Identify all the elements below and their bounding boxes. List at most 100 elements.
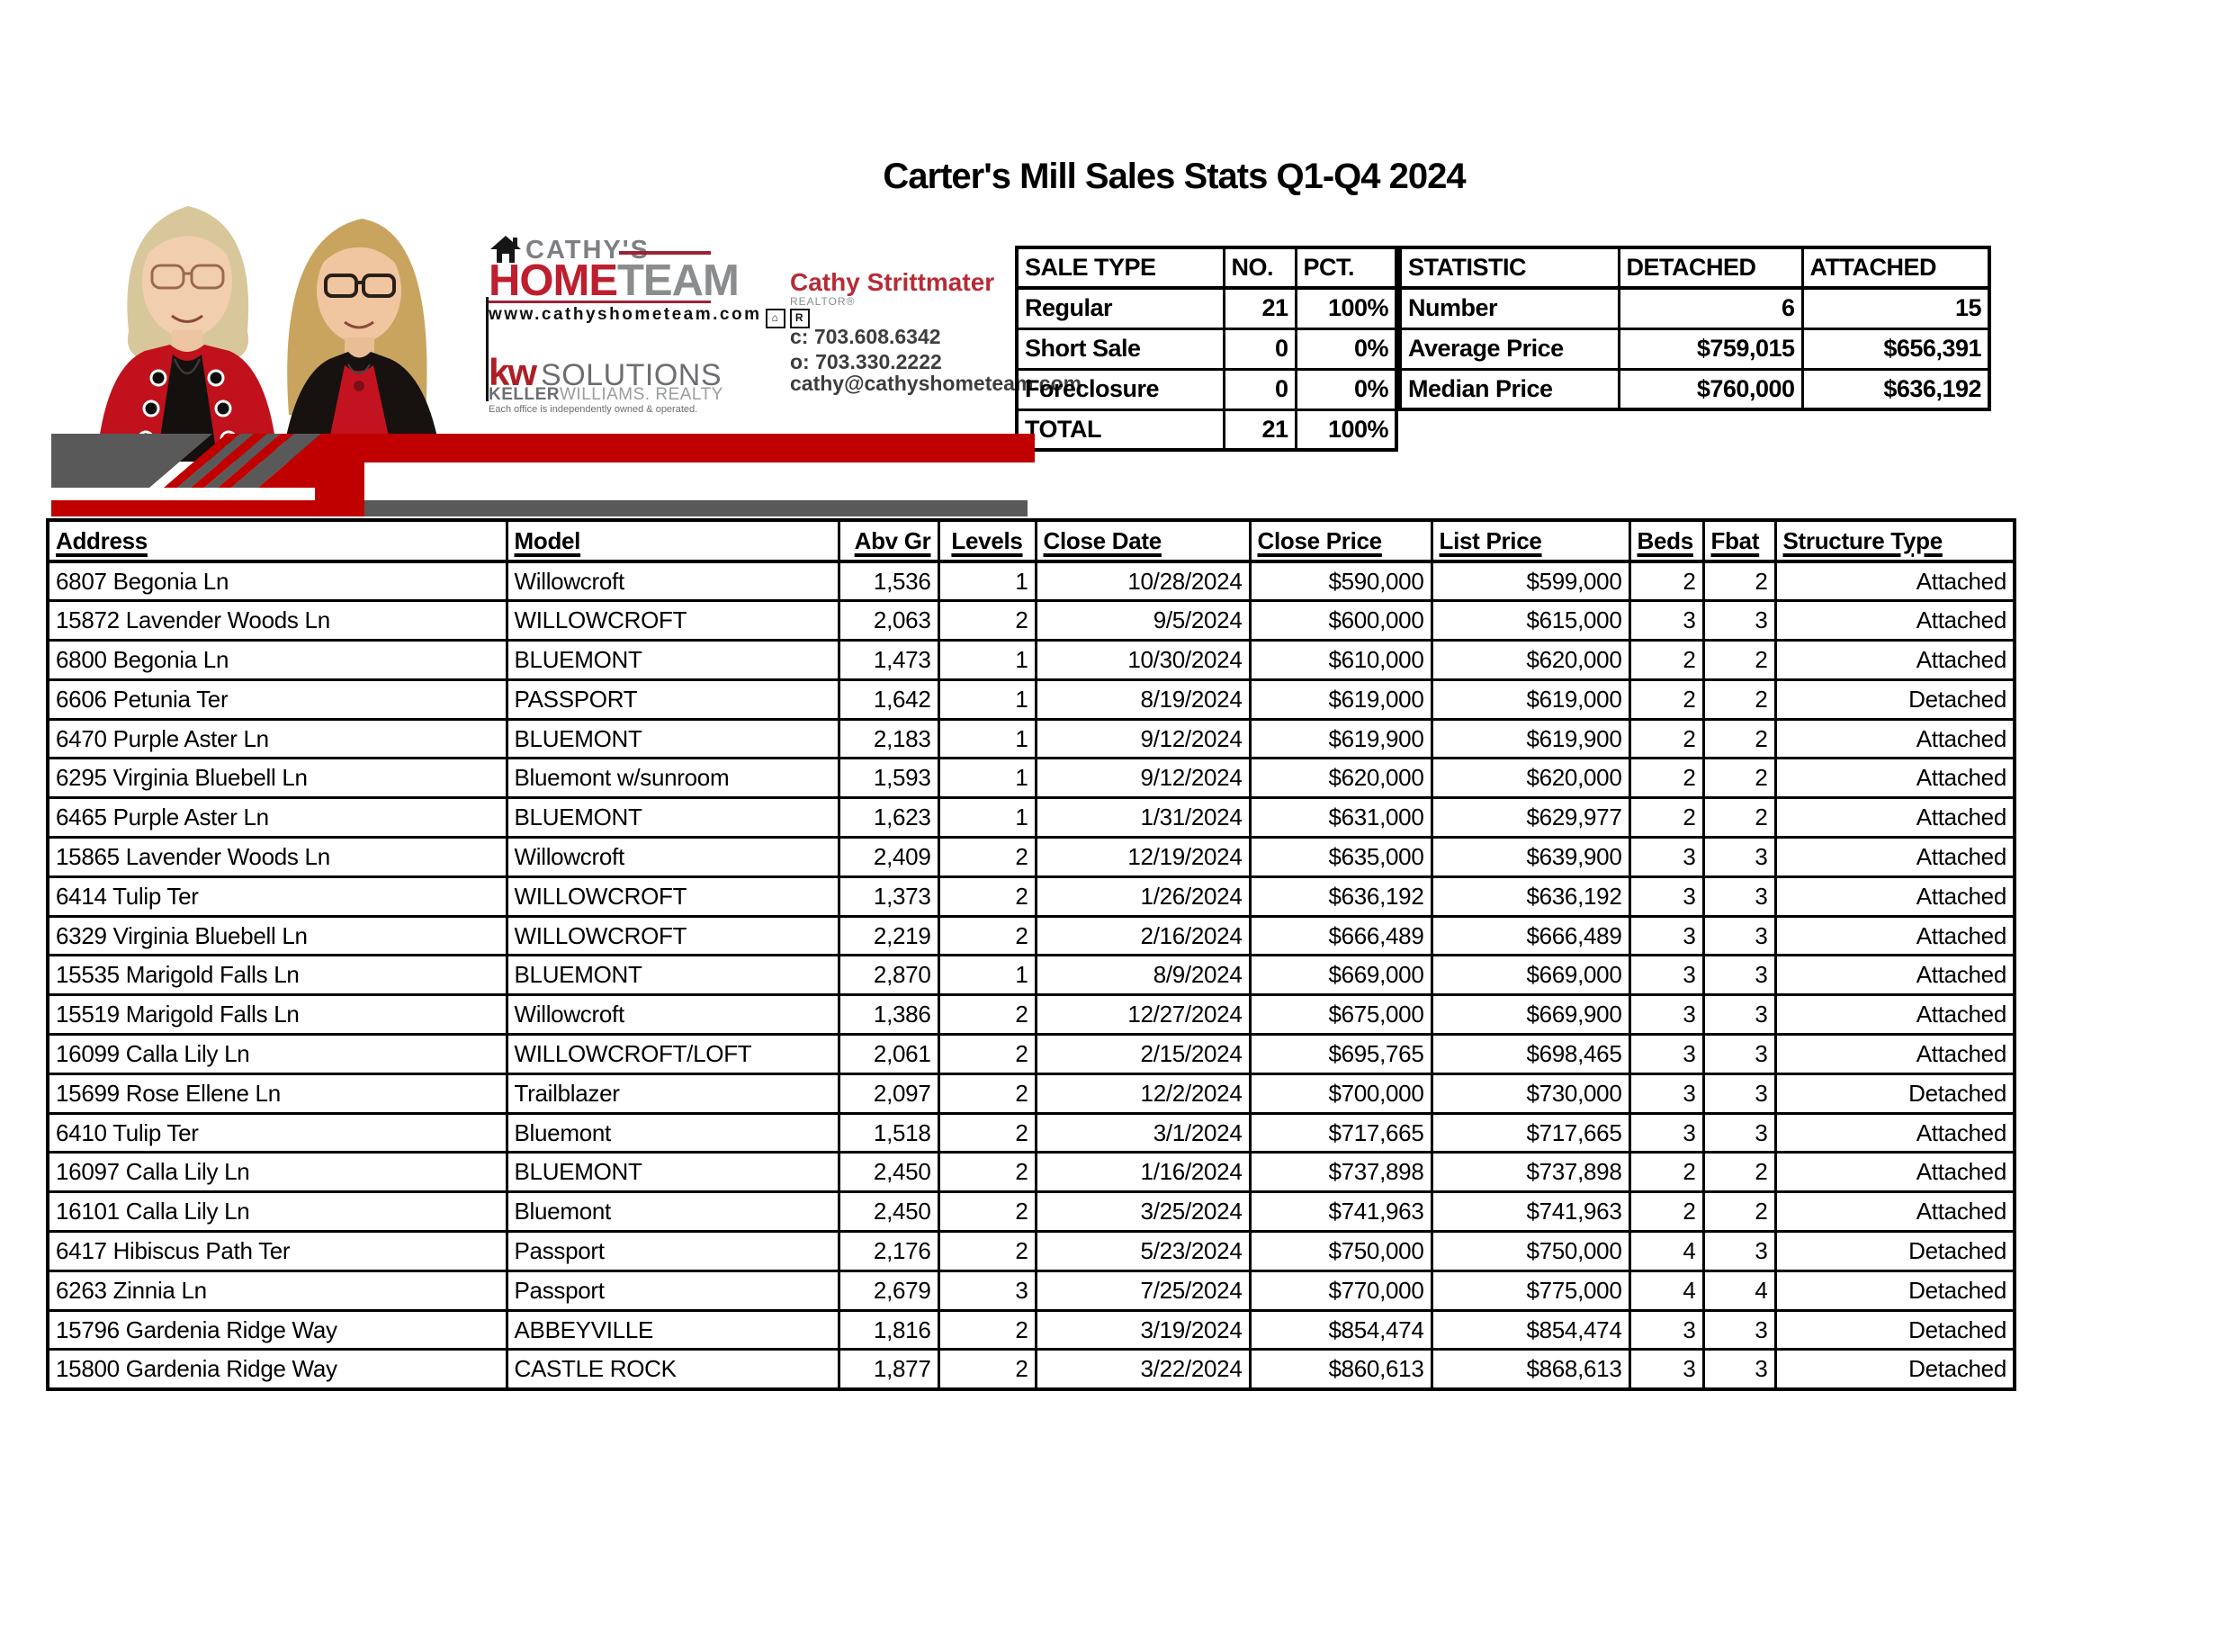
table-cell[interactable]: 2 bbox=[1628, 560, 1705, 603]
table-cell[interactable]: $750,000 bbox=[1430, 1230, 1631, 1272]
table-cell[interactable]: 3 bbox=[937, 1269, 1037, 1312]
table-cell[interactable]: Attached bbox=[1773, 560, 2016, 603]
table-cell[interactable]: $610,000 bbox=[1248, 639, 1433, 681]
table-cell[interactable]: 2,450 bbox=[837, 1151, 940, 1194]
table-cell[interactable]: 1 bbox=[937, 678, 1037, 721]
table-cell[interactable]: 2,679 bbox=[837, 1269, 940, 1312]
column-header-list-price[interactable]: List Price bbox=[1430, 518, 1631, 563]
table-cell[interactable]: Attached bbox=[1773, 796, 2016, 839]
table-cell[interactable]: 2 bbox=[1628, 757, 1705, 800]
table-cell[interactable]: Detached bbox=[1773, 678, 2016, 721]
column-header-beds[interactable]: Beds bbox=[1628, 518, 1705, 563]
table-cell[interactable]: $750,000 bbox=[1248, 1230, 1433, 1272]
table-cell[interactable]: 3 bbox=[1628, 875, 1705, 918]
table-cell[interactable]: 0% bbox=[1294, 327, 1398, 371]
table-cell[interactable]: Attached bbox=[1773, 954, 2016, 997]
table-cell[interactable]: Short Sale bbox=[1015, 327, 1225, 371]
table-cell[interactable]: Median Price bbox=[1398, 367, 1620, 411]
table-cell[interactable]: 3/19/2024 bbox=[1034, 1308, 1252, 1351]
table-cell[interactable]: 3 bbox=[1701, 914, 1777, 957]
table-cell[interactable]: 3 bbox=[1701, 599, 1777, 642]
table-cell[interactable]: Attached bbox=[1773, 757, 2016, 800]
table-cell[interactable]: 2 bbox=[1628, 796, 1705, 839]
table-cell[interactable]: Bluemont bbox=[505, 1190, 840, 1234]
table-cell[interactable]: 2 bbox=[937, 1308, 1037, 1351]
table-cell[interactable]: 2,450 bbox=[837, 1190, 940, 1234]
table-cell[interactable]: $620,000 bbox=[1430, 639, 1631, 681]
table-cell[interactable]: $619,900 bbox=[1248, 717, 1433, 760]
table-cell[interactable]: 6410 Tulip Ter bbox=[46, 1111, 508, 1154]
table-cell[interactable]: $860,613 bbox=[1248, 1348, 1433, 1391]
table-cell[interactable]: $620,000 bbox=[1248, 757, 1433, 800]
column-header-structure-type[interactable]: Structure Type bbox=[1773, 518, 2016, 563]
table-cell[interactable]: 15872 Lavender Woods Ln bbox=[46, 599, 508, 642]
table-cell[interactable]: $698,465 bbox=[1430, 1033, 1631, 1075]
table-cell[interactable]: 2 bbox=[1701, 796, 1777, 839]
table-cell[interactable]: 2 bbox=[1701, 639, 1777, 681]
table-cell[interactable]: 1,593 bbox=[837, 757, 940, 800]
table-cell[interactable]: PASSPORT bbox=[505, 678, 840, 721]
table-cell[interactable]: $599,000 bbox=[1430, 560, 1631, 603]
table-cell[interactable]: $666,489 bbox=[1430, 914, 1631, 957]
table-cell[interactable]: 2 bbox=[937, 1190, 1037, 1234]
table-cell[interactable]: 100% bbox=[1294, 408, 1398, 452]
table-cell[interactable]: 2,061 bbox=[837, 1033, 940, 1075]
table-cell[interactable]: 1,373 bbox=[837, 875, 940, 918]
table-cell[interactable]: 1/26/2024 bbox=[1034, 875, 1252, 918]
table-cell[interactable]: 15535 Marigold Falls Ln bbox=[46, 954, 508, 997]
table-cell[interactable]: $695,765 bbox=[1248, 1033, 1433, 1075]
table-cell[interactable]: 2/16/2024 bbox=[1034, 914, 1252, 957]
table-cell[interactable]: $629,977 bbox=[1430, 796, 1631, 839]
table-cell[interactable]: 2,183 bbox=[837, 717, 940, 760]
table-cell[interactable]: 2,176 bbox=[837, 1230, 940, 1272]
column-header-abv-gr[interactable]: Abv Gr bbox=[837, 518, 940, 563]
table-cell[interactable]: $600,000 bbox=[1248, 599, 1433, 642]
table-cell[interactable]: 2,097 bbox=[837, 1072, 940, 1115]
table-cell[interactable]: Attached bbox=[1773, 875, 2016, 918]
table-cell[interactable]: 15519 Marigold Falls Ln bbox=[46, 993, 508, 1037]
table-cell[interactable]: 2 bbox=[1628, 1151, 1705, 1194]
table-cell[interactable]: 15865 Lavender Woods Ln bbox=[46, 836, 508, 878]
table-cell[interactable]: BLUEMONT bbox=[505, 954, 840, 997]
table-cell[interactable]: 6606 Petunia Ter bbox=[46, 678, 508, 721]
table-cell[interactable]: 6417 Hibiscus Path Ter bbox=[46, 1230, 508, 1272]
table-cell[interactable]: 1,877 bbox=[837, 1348, 940, 1391]
table-cell[interactable]: 4 bbox=[1701, 1269, 1777, 1312]
table-cell[interactable]: CASTLE ROCK bbox=[505, 1348, 840, 1391]
table-cell[interactable]: 2,063 bbox=[837, 599, 940, 642]
table-cell[interactable]: $854,474 bbox=[1248, 1308, 1433, 1351]
table-cell[interactable]: 0 bbox=[1222, 327, 1297, 371]
table-cell[interactable]: 1 bbox=[937, 717, 1037, 760]
table-cell[interactable]: 3/22/2024 bbox=[1034, 1348, 1252, 1391]
column-header-levels[interactable]: Levels bbox=[937, 518, 1037, 563]
table-cell[interactable]: 3 bbox=[1701, 954, 1777, 997]
table-cell[interactable]: 16099 Calla Lily Ln bbox=[46, 1033, 508, 1075]
column-header[interactable]: ATTACHED bbox=[1800, 246, 1991, 290]
column-header[interactable]: PCT. bbox=[1294, 246, 1398, 290]
table-cell[interactable]: $737,898 bbox=[1430, 1151, 1631, 1194]
table-cell[interactable]: TOTAL bbox=[1015, 408, 1225, 452]
table-cell[interactable]: Bluemont w/sunroom bbox=[505, 757, 840, 800]
table-cell[interactable]: 3 bbox=[1701, 1033, 1777, 1075]
table-cell[interactable]: 2 bbox=[1701, 1151, 1777, 1194]
table-cell[interactable]: 3 bbox=[1628, 1033, 1705, 1075]
table-cell[interactable]: 10/28/2024 bbox=[1034, 560, 1252, 603]
table-cell[interactable]: 9/12/2024 bbox=[1034, 757, 1252, 800]
table-cell[interactable]: 2 bbox=[937, 1151, 1037, 1194]
table-cell[interactable]: 8/19/2024 bbox=[1034, 678, 1252, 721]
table-cell[interactable]: 12/19/2024 bbox=[1034, 836, 1252, 878]
table-cell[interactable]: ABBEYVILLE bbox=[505, 1308, 840, 1351]
table-cell[interactable]: 6263 Zinnia Ln bbox=[46, 1269, 508, 1312]
table-cell[interactable]: 3 bbox=[1628, 1111, 1705, 1154]
table-cell[interactable]: $700,000 bbox=[1248, 1072, 1433, 1115]
table-cell[interactable]: 5/23/2024 bbox=[1034, 1230, 1252, 1272]
table-cell[interactable]: 0 bbox=[1222, 367, 1297, 411]
table-cell[interactable]: 15796 Gardenia Ridge Way bbox=[46, 1308, 508, 1351]
table-cell[interactable]: Detached bbox=[1773, 1348, 2016, 1391]
table-cell[interactable]: $868,613 bbox=[1430, 1348, 1631, 1391]
table-cell[interactable]: 1/16/2024 bbox=[1034, 1151, 1252, 1194]
table-cell[interactable]: $737,898 bbox=[1248, 1151, 1433, 1194]
table-cell[interactable]: $775,000 bbox=[1430, 1269, 1631, 1312]
table-cell[interactable]: $770,000 bbox=[1248, 1269, 1433, 1312]
table-cell[interactable]: 1,816 bbox=[837, 1308, 940, 1351]
